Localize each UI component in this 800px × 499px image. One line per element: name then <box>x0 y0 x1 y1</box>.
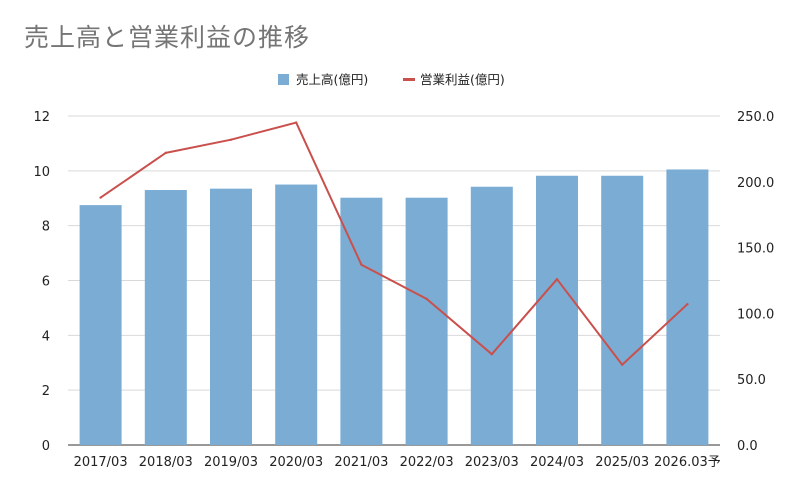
bar <box>666 169 709 445</box>
y-right-tick-label: 100.0 <box>737 307 774 322</box>
bar <box>601 175 644 446</box>
bar <box>470 186 513 446</box>
line-point <box>490 352 493 356</box>
y-left-tick-label: 8 <box>42 220 50 235</box>
x-tick-label: 2017/03 <box>74 455 128 470</box>
bar <box>536 175 578 446</box>
legend-label-sales: 売上高(億円) <box>296 72 368 87</box>
legend-swatch-sales <box>278 74 289 85</box>
x-tick-label: 2025/03 <box>595 455 649 470</box>
x-tick-label: 2024/03 <box>530 455 584 470</box>
y-left-tick-label: 6 <box>42 275 50 290</box>
y-left-tick-label: 2 <box>42 384 50 399</box>
y-right-tick-label: 250.0 <box>737 110 774 125</box>
line-point <box>425 297 428 301</box>
y-left-tick-label: 12 <box>33 110 50 125</box>
y-right-tick-label: 0.0 <box>737 439 758 454</box>
y-left-tick-label: 10 <box>33 165 50 180</box>
x-tick-label: 2018/03 <box>139 455 193 470</box>
x-tick-label: 2022/03 <box>400 455 454 470</box>
line-point <box>621 363 624 366</box>
line-series-operating-profit <box>100 121 689 366</box>
line-point <box>295 121 298 124</box>
line-point <box>555 277 559 281</box>
line-point <box>360 263 363 266</box>
bar <box>340 197 383 445</box>
bar <box>79 205 122 445</box>
bar <box>210 188 252 445</box>
chart-title: 売上高と営業利益の推移 <box>24 23 311 52</box>
x-tick-label: 2021/03 <box>334 455 388 470</box>
y-right-tick-label: 50.0 <box>737 373 766 388</box>
y-right-tick-label: 150.0 <box>737 242 774 257</box>
line-point <box>99 196 102 199</box>
line-point <box>686 302 689 306</box>
x-tick-label: 2023/03 <box>465 455 519 470</box>
line-point <box>164 151 167 155</box>
y-right-tick-label: 200.0 <box>737 176 774 191</box>
bar <box>144 190 187 445</box>
y-left-tick-label: 0 <box>42 439 50 454</box>
line-point <box>229 138 233 141</box>
bar <box>405 197 448 445</box>
x-tick-label: 2019/03 <box>204 455 258 470</box>
y-left-tick-label: 4 <box>42 329 50 344</box>
x-tick-label: 2026.03予 <box>654 455 721 470</box>
bar <box>275 184 318 445</box>
legend-label-profit: 営業利益(億円) <box>420 72 505 87</box>
x-tick-label: 2020/03 <box>269 455 323 470</box>
